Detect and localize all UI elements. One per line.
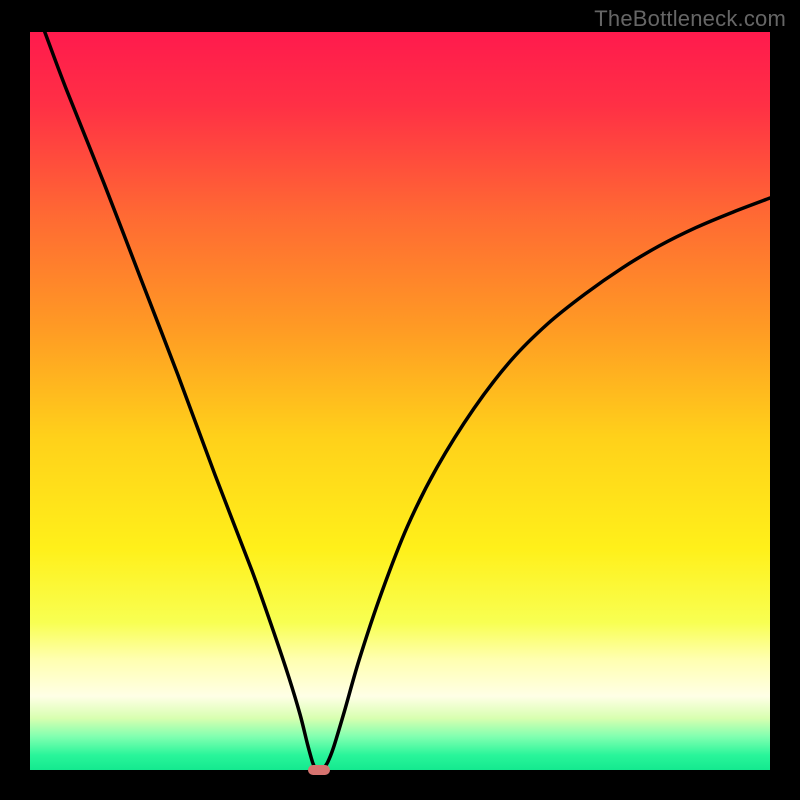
bottleneck-curve	[45, 32, 770, 770]
watermark-text: TheBottleneck.com	[594, 6, 786, 32]
curve-svg	[30, 32, 770, 770]
plot-area	[30, 32, 770, 770]
minimum-marker	[308, 765, 330, 775]
